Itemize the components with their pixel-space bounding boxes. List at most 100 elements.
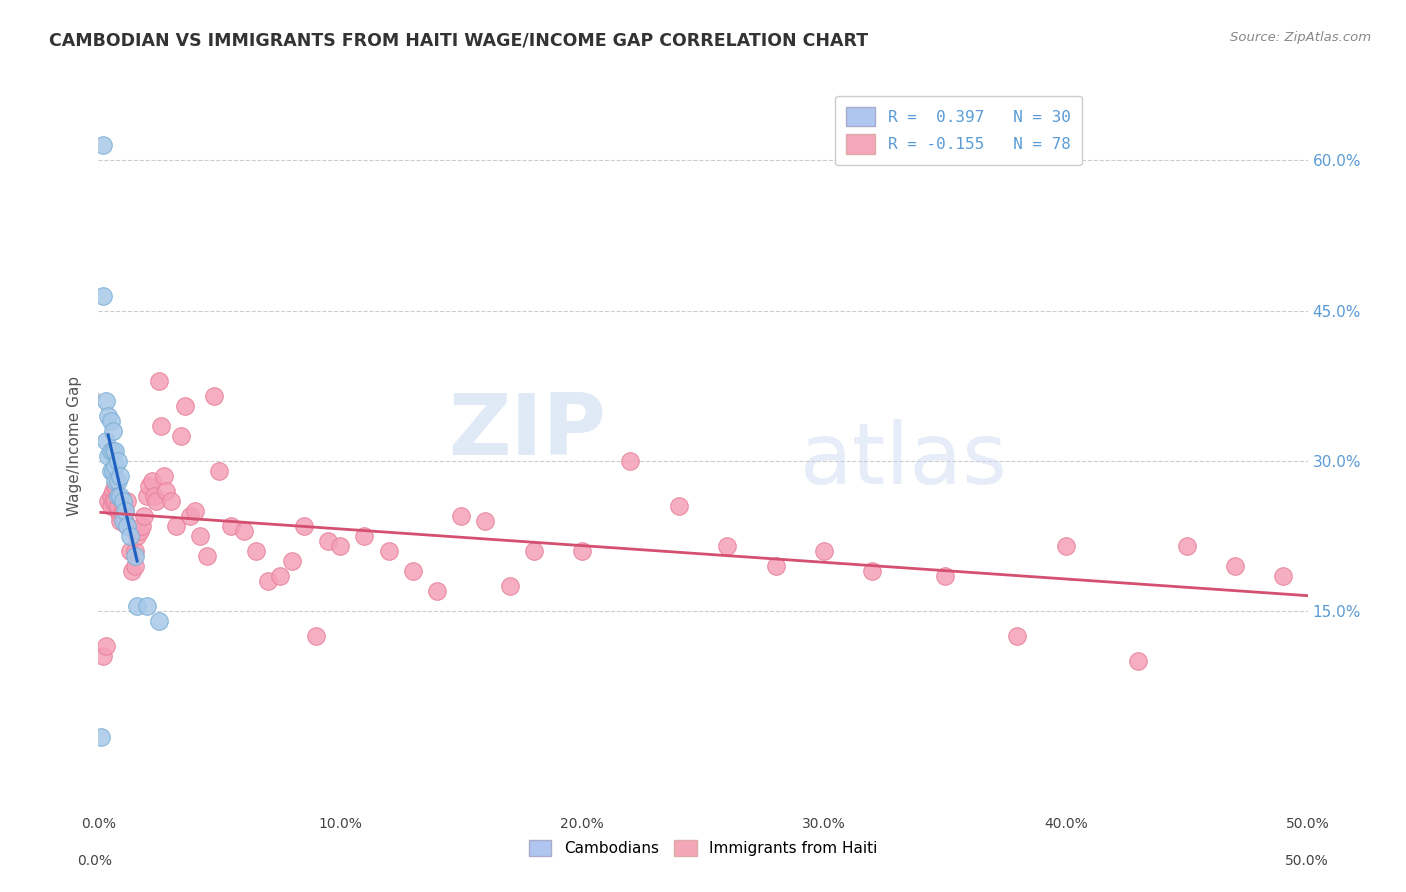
Point <box>135 599 157 614</box>
Point <box>1054 539 1077 553</box>
Point <box>101 444 124 458</box>
Point <box>269 569 291 583</box>
Point <box>316 534 339 549</box>
Point <box>127 529 149 543</box>
Point <box>134 509 156 524</box>
Point <box>160 494 183 508</box>
Point <box>91 649 114 664</box>
Point <box>100 444 122 458</box>
Point <box>155 484 177 499</box>
Point <box>165 519 187 533</box>
Point <box>1128 655 1150 669</box>
Point <box>114 504 136 518</box>
Point <box>108 489 131 503</box>
Point <box>127 599 149 614</box>
Legend: R =  0.397   N = 30, R = -0.155   N = 78: R = 0.397 N = 30, R = -0.155 N = 78 <box>835 95 1083 165</box>
Point <box>765 559 787 574</box>
Point <box>111 494 134 508</box>
Point <box>256 574 278 589</box>
Point <box>934 569 956 583</box>
Point <box>111 514 134 528</box>
Point <box>138 479 160 493</box>
Text: 50.0%: 50.0% <box>1285 854 1329 868</box>
Point <box>124 559 146 574</box>
Point <box>94 434 117 448</box>
Point <box>100 489 122 503</box>
Point <box>101 424 124 438</box>
Point <box>208 464 231 478</box>
Point <box>188 529 211 543</box>
Point <box>104 494 127 508</box>
Point <box>184 504 207 518</box>
Point <box>94 640 117 654</box>
Point <box>117 494 139 508</box>
Point <box>108 469 131 483</box>
Point <box>716 539 738 553</box>
Point <box>101 484 124 499</box>
Point <box>148 374 170 388</box>
Point <box>1007 629 1029 643</box>
Point <box>329 539 352 553</box>
Point <box>619 454 641 468</box>
Point <box>90 730 112 744</box>
Point <box>195 549 218 564</box>
Point <box>107 474 129 488</box>
Point <box>281 554 304 568</box>
Point <box>108 509 131 524</box>
Text: atlas: atlas <box>800 419 1008 502</box>
Point <box>91 138 114 153</box>
Point <box>498 579 520 593</box>
Point <box>107 499 129 513</box>
Point <box>141 474 163 488</box>
Point <box>148 615 170 629</box>
Point <box>150 419 173 434</box>
Y-axis label: Wage/Income Gap: Wage/Income Gap <box>67 376 83 516</box>
Point <box>135 489 157 503</box>
Point <box>131 519 153 533</box>
Point <box>813 544 835 558</box>
Point <box>426 584 449 599</box>
Text: CAMBODIAN VS IMMIGRANTS FROM HAITI WAGE/INCOME GAP CORRELATION CHART: CAMBODIAN VS IMMIGRANTS FROM HAITI WAGE/… <box>49 31 869 49</box>
Point <box>108 514 131 528</box>
Text: ZIP: ZIP <box>449 390 606 473</box>
Point <box>117 519 139 533</box>
Point <box>169 429 191 443</box>
Point <box>97 409 120 423</box>
Point <box>305 629 328 643</box>
Text: 0.0%: 0.0% <box>77 854 112 868</box>
Point <box>101 464 124 478</box>
Point <box>111 509 134 524</box>
Point <box>353 529 375 543</box>
Point <box>523 544 546 558</box>
Point <box>114 514 136 528</box>
Point <box>668 499 690 513</box>
Point <box>104 444 127 458</box>
Point <box>292 519 315 533</box>
Point <box>111 499 134 513</box>
Point <box>91 289 114 303</box>
Point <box>1175 539 1198 553</box>
Point <box>104 458 127 473</box>
Point <box>450 509 472 524</box>
Point <box>118 544 141 558</box>
Point <box>124 549 146 564</box>
Point <box>571 544 593 558</box>
Point <box>174 399 197 413</box>
Point <box>124 544 146 558</box>
Point <box>402 564 425 578</box>
Point <box>121 564 143 578</box>
Point <box>100 499 122 513</box>
Point <box>104 474 127 488</box>
Point <box>128 524 150 538</box>
Point <box>101 494 124 508</box>
Point <box>94 393 117 408</box>
Point <box>221 519 243 533</box>
Point <box>100 414 122 428</box>
Point <box>245 544 267 558</box>
Point <box>118 529 141 543</box>
Legend: Cambodians, Immigrants from Haiti: Cambodians, Immigrants from Haiti <box>523 834 883 862</box>
Point <box>179 509 201 524</box>
Point <box>97 449 120 463</box>
Point <box>100 464 122 478</box>
Text: Source: ZipAtlas.com: Source: ZipAtlas.com <box>1230 31 1371 45</box>
